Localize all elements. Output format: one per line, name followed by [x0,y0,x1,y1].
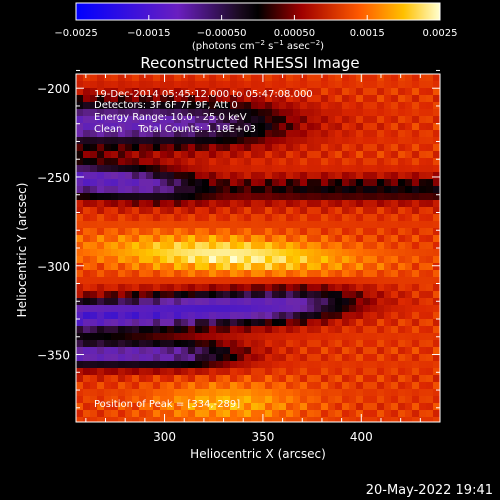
y-tick-label: −200 [37,82,70,96]
x-tick-label: 300 [153,430,176,444]
heatmap-image [76,74,440,422]
colorbar-tick-label: −0.0025 [54,28,97,39]
y-axis-label: Heliocentric Y (arcsec) [15,183,29,318]
y-tick-label: −250 [37,171,70,185]
y-tick-label: −350 [37,349,70,363]
chart-title: Reconstructed RHESSI Image [140,54,359,72]
x-axis-label: Heliocentric X (arcsec) [190,447,326,461]
colorbar-tick-label: −0.0015 [127,28,170,39]
colorbar-tick-label: 0.00050 [274,28,315,39]
colorbar-gradient [75,2,441,21]
annotations: 19-Dec-2014 05:45:12.000 to 05:47:08.000… [94,89,313,410]
footer-timestamp: 20-May-2022 19:41 [366,483,493,498]
x-tick-label: 350 [251,430,274,444]
annotation-clean: Clean Total Counts: 1.18E+03 [94,124,256,135]
colorbar-unit-label: (photons cm−2 s−1 asec−2) [192,39,324,52]
annotation-time-range: 19-Dec-2014 05:45:12.000 to 05:47:08.000 [94,89,313,100]
colorbar-tick-label: −0.00050 [197,28,247,39]
x-axis: 300 350 400 [85,74,441,444]
colorbar-ticks: −0.0025 −0.0015 −0.00050 0.00050 0.0015 0.002… [54,15,458,39]
x-tick-label: 400 [350,430,373,444]
annotation-detectors: Detectors: 3F 6F 7F 9F, Att 0 [94,100,238,111]
annotation-energy-range: Energy Range: 10.0 - 25.0 keV [94,112,247,123]
y-tick-label: −300 [37,260,70,274]
colorbar-tick-label: 0.0015 [350,28,385,39]
annotation-peak: Position of Peak = [334,-289] [94,399,240,410]
colorbar-tick-label: 0.0025 [423,28,458,39]
colorbar: −0.0025 −0.0015 −0.00050 0.00050 0.0015 0.002… [54,2,458,52]
y-axis: −200 −250 −300 −350 [37,69,440,409]
